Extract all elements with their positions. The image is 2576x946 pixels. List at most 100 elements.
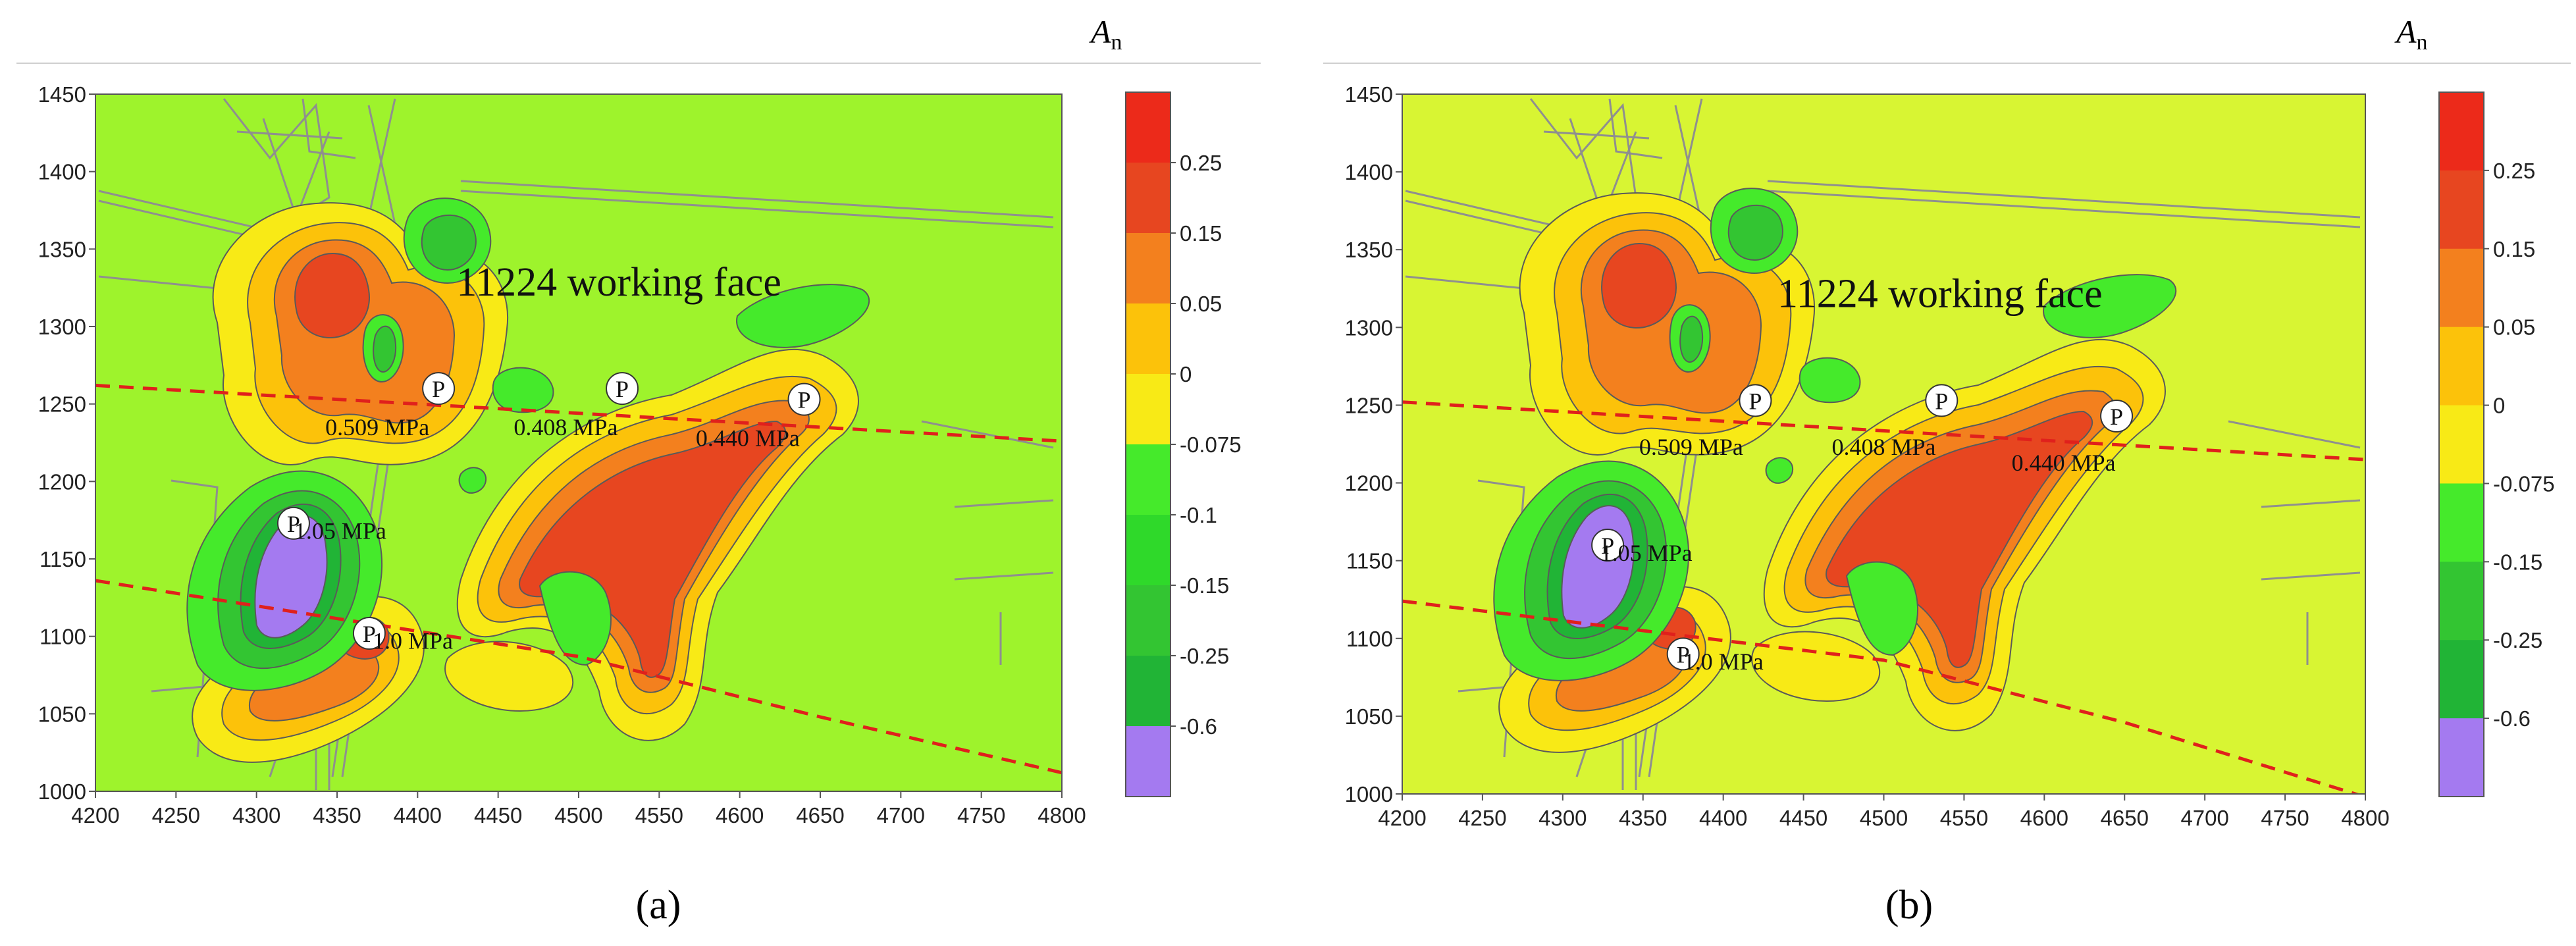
x-tick-label: 4450: [474, 803, 522, 828]
pressure-point-marker: [422, 372, 456, 406]
colorbar-segment: [1126, 233, 1170, 304]
x-tick-label: 4800: [2341, 806, 2389, 830]
roadway-line: [1674, 98, 1703, 218]
y-tick-label: 1300: [38, 315, 86, 339]
y-tick-label: 1350: [1345, 238, 1393, 262]
colorbar-segment: [1126, 515, 1170, 586]
panel-a: 4200 4250 4300 4350 4400 4450 4500 4550 4600 4650…: [16, 13, 1261, 928]
contour-band-neg-0075: [1845, 561, 1918, 656]
colorbar-segment: [1126, 303, 1170, 375]
y-tick-label: 1200: [38, 469, 86, 494]
roadway-line: [1477, 479, 1525, 758]
panel-b-x-axis: 4200 4250 4300 4350 4400 4450 4500 4550 4600 4650…: [1378, 794, 2390, 830]
panel-b-y-axis: 1000 1050 1100 1150 1200 1250 1300 1350 1400 1450: [1345, 82, 1402, 806]
pressure-point-label: 1.0 MPa: [373, 628, 453, 654]
roadway-line: [1608, 98, 1663, 159]
pressure-point-marker: [787, 382, 821, 416]
panel-a-colorbar: 0.25 0.15 0.05 0 -0.075 -0.1 -0.15 -0.25 -0.6: [1125, 92, 1242, 797]
x-tick-label: 4450: [1779, 806, 1827, 830]
contour-band-025: [1601, 242, 1677, 329]
contour-band-neg-0075: [2043, 274, 2177, 338]
colorbar-segment: [1126, 374, 1170, 445]
roadway-line: [2261, 571, 2361, 581]
colorbar-segment: [2439, 562, 2484, 641]
pressure-point-marker: [1925, 384, 1958, 417]
colorbar-label: -0.6: [2493, 706, 2531, 731]
colorbar-segment: [1126, 726, 1170, 797]
y-tick-label: 1350: [38, 237, 86, 261]
colorbar-label: -0.075: [1180, 433, 1242, 457]
contour-band-neg-015: [421, 214, 477, 271]
x-tick-label: 4700: [877, 803, 925, 828]
y-tick-label: 1050: [38, 702, 86, 726]
panel-a-working-face-label: 11224 working face: [456, 260, 781, 305]
x-tick-label: 4400: [1699, 806, 1747, 830]
pressure-point-label: 0.509 MPa: [325, 414, 429, 440]
pressure-point-symbol: P: [616, 376, 629, 402]
colorbar-label: 0.15: [1180, 221, 1222, 246]
roadway-line: [954, 499, 1054, 508]
roadway-line: [1767, 190, 2361, 228]
panel-a-y-axis: 1000 1050 1100 1150 1200 1250 1300 1350 1400 1450: [38, 82, 95, 804]
panel-b-negative-blob-north: [1710, 188, 1799, 275]
x-tick-label: 4250: [152, 803, 200, 828]
x-tick-label: 4300: [232, 803, 280, 828]
panel-b-negative-blob-small: [1669, 274, 2177, 656]
colorbar-label: 0.25: [2493, 159, 2535, 183]
roadway-line: [954, 571, 1054, 581]
contour-band-neg-0075: [1799, 357, 1861, 404]
contour-band-0: [444, 641, 574, 712]
contour-band-neg-0075: [458, 467, 487, 494]
colorbar-label: 0.25: [1180, 151, 1222, 175]
panel-a-contour-field: [95, 98, 1062, 790]
y-tick-label: 1400: [1345, 160, 1393, 184]
panel-b-contour-field: [1402, 98, 2365, 794]
pressure-point-symbol: P: [1677, 641, 1690, 668]
x-tick-label: 4800: [1038, 803, 1086, 828]
y-tick-label: 1450: [1345, 82, 1393, 107]
panel-b-working-face-label: 11224 working face: [1777, 272, 2103, 317]
x-tick-label: 4600: [716, 803, 764, 828]
colorbar-segment: [2439, 327, 2484, 406]
pressure-point-label: 1.0 MPa: [1683, 648, 1764, 675]
x-tick-label: 4200: [71, 803, 119, 828]
y-tick-label: 1250: [38, 392, 86, 417]
pressure-point-marker: [1666, 637, 1700, 671]
panel-b-dashed-line-2: [1402, 599, 2361, 794]
roadway-line: [367, 98, 396, 218]
y-tick-label: 1100: [39, 625, 86, 649]
panel-b-colorbar: 0.25 0.15 0.05 0 -0.075 -0.15 -0.25 -0.6: [2438, 92, 2555, 797]
colorbar-segment: [1126, 656, 1170, 727]
x-tick-label: 4650: [796, 803, 844, 828]
contour-band-neg-015: [1679, 315, 1704, 363]
panel-b-subcaption: (b): [1885, 883, 1933, 928]
y-tick-label: 1100: [1346, 627, 1393, 651]
colorbar-segment: [1126, 585, 1170, 656]
pressure-point-label: 0.408 MPa: [513, 414, 618, 440]
x-tick-label: 4350: [313, 803, 361, 828]
x-tick-label: 4550: [635, 803, 683, 828]
x-tick-label: 4200: [1378, 806, 1426, 830]
y-tick-label: 1200: [1345, 471, 1393, 496]
x-tick-label: 4400: [394, 803, 442, 828]
pressure-point-marker: [606, 372, 639, 406]
colorbar-label: -0.6: [1180, 714, 1217, 739]
colorbar-segment: [2439, 483, 2484, 562]
colorbar-label: -0.25: [2493, 628, 2542, 652]
pressure-point-symbol: P: [2110, 404, 2123, 430]
contour-band-neg-015: [1727, 204, 1783, 261]
pressure-point-label: 0.440 MPa: [696, 425, 800, 451]
roadway-line: [460, 190, 1054, 228]
colorbar-label: 0: [1180, 362, 1192, 386]
x-tick-label: 4500: [1860, 806, 1908, 830]
contour-band-neg-015: [373, 325, 397, 373]
pressure-point-marker: [1739, 384, 1772, 417]
pressure-point-label: 0.408 MPa: [1831, 434, 1935, 460]
x-tick-label: 4600: [2020, 806, 2068, 830]
pressure-point-symbol: P: [1748, 388, 1762, 414]
panel-a-subcaption: (a): [636, 883, 681, 928]
roadway-line: [460, 180, 1054, 219]
contour-band-neg-0075: [539, 571, 612, 666]
pressure-point-symbol: P: [798, 387, 811, 413]
colorbar-segment: [2439, 718, 2484, 797]
